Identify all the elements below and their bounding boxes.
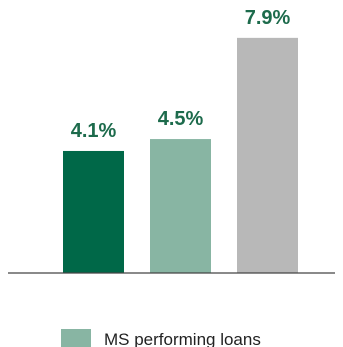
data-labels-group: 4.1% 4.5% 7.9% (71, 7, 291, 142)
bars-group (63, 37, 298, 273)
bar-2 (150, 139, 211, 273)
legend-swatch (61, 329, 91, 347)
bar-1 (63, 150, 124, 273)
data-label-3: 7.9% (245, 7, 291, 29)
legend: MS performing loans (61, 329, 261, 347)
bar-3 (237, 37, 298, 273)
legend-label: MS performing loans (104, 330, 261, 347)
data-label-1: 4.1% (71, 120, 117, 142)
data-label-2: 4.5% (158, 108, 204, 130)
